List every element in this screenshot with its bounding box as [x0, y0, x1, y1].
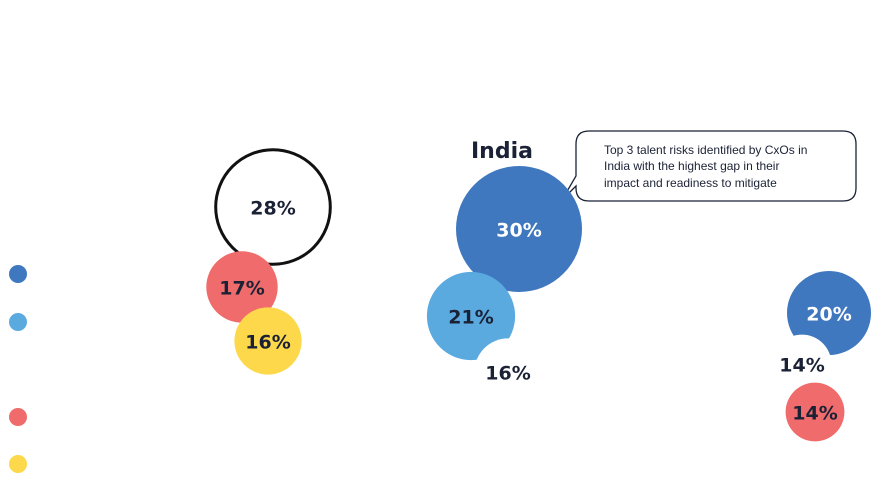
- annotation-line: Top 3 talent risks identified by CxOs in: [604, 143, 807, 157]
- data-label: 14%: [779, 355, 824, 377]
- chart-title: India: [471, 139, 533, 164]
- bubble: [785, 382, 845, 442]
- legend-swatch: [9, 408, 27, 426]
- speech-bubble: [561, 130, 857, 202]
- bubble: [456, 166, 582, 292]
- legend-swatch: [9, 455, 27, 473]
- data-label: 21%: [448, 307, 493, 329]
- bubble: [772, 334, 832, 394]
- legend-swatch: [9, 313, 27, 331]
- annotation-line: impact and readiness to mitigate: [604, 176, 777, 190]
- bubble: [426, 271, 516, 361]
- bubble: [787, 271, 871, 355]
- annotation-line: India with the highest gap in their: [604, 159, 779, 173]
- data-label: 20%: [806, 304, 851, 326]
- bubble: [474, 338, 542, 406]
- legend-swatch: [9, 265, 27, 283]
- data-label: 16%: [245, 332, 290, 354]
- bubble: [206, 251, 278, 323]
- data-label: 28%: [250, 198, 295, 220]
- data-label: 30%: [496, 220, 541, 242]
- bubble: [234, 307, 302, 375]
- data-label: 17%: [219, 278, 264, 300]
- bubble: [214, 148, 332, 266]
- data-label: 14%: [792, 403, 837, 425]
- data-label: 16%: [485, 363, 530, 385]
